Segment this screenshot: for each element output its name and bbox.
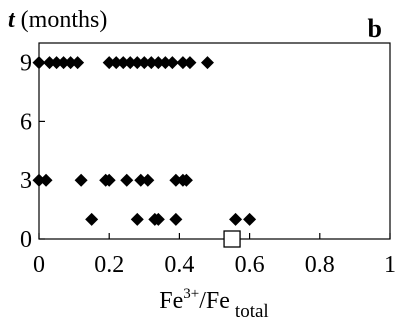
data-point-diamond	[71, 56, 84, 69]
panel-label: b	[368, 14, 382, 43]
y-axis-label-rest: (months)	[15, 7, 108, 33]
data-point-diamond	[40, 174, 53, 187]
data-point-diamond	[243, 213, 256, 226]
y-axis-label: t (months)	[8, 7, 107, 33]
x-axis-label-mid: /Fe	[199, 288, 230, 314]
x-axis-label-main: Fe	[159, 288, 183, 314]
x-tick-label: 0.2	[94, 252, 124, 278]
data-point-diamond	[85, 213, 98, 226]
data-point-diamond	[131, 213, 144, 226]
x-axis-label-sub: total	[235, 301, 269, 322]
y-tick-label: 6	[20, 109, 32, 135]
data-point-diamond	[120, 174, 133, 187]
x-tick-label: 0	[33, 252, 45, 278]
y-ticks: 0 3 6 9	[20, 51, 45, 253]
x-tick-label: 1	[384, 252, 396, 278]
y-tick-label: 0	[20, 227, 32, 253]
data-point-diamond	[229, 213, 242, 226]
y-tick-label: 3	[20, 168, 32, 194]
data-point-diamond	[183, 56, 196, 69]
x-tick-label: 0.8	[305, 252, 335, 278]
data-points	[33, 56, 257, 247]
plot-frame	[39, 43, 390, 239]
x-axis-label-sup: 3+	[183, 286, 199, 302]
data-point-diamond	[169, 213, 182, 226]
data-point-diamond	[201, 56, 214, 69]
data-point-diamond	[141, 174, 154, 187]
x-tick-label: 0.6	[235, 252, 265, 278]
x-ticks: 0 0.2 0.4 0.6 0.8 1	[33, 233, 396, 278]
data-point-diamond	[75, 174, 88, 187]
x-axis-label: Fe3+/Fe total	[159, 286, 268, 322]
data-point-square	[224, 231, 240, 247]
y-tick-label: 9	[20, 51, 32, 77]
x-tick-label: 0.4	[164, 252, 194, 278]
